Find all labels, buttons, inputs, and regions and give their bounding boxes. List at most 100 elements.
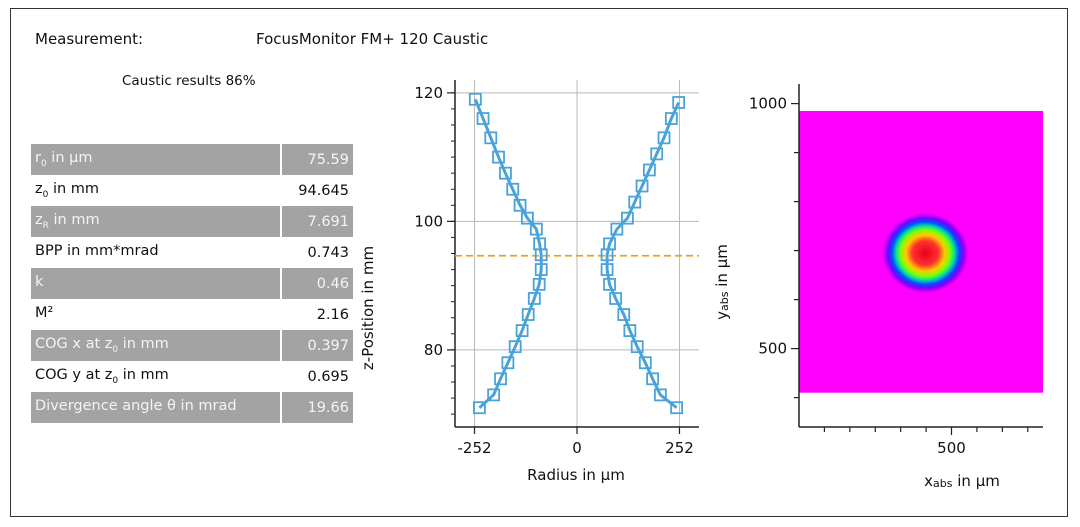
result-value: 2.16 <box>281 299 353 330</box>
caustic-point <box>617 308 631 321</box>
caustic-y-axis-label: z-Position in mm <box>360 246 377 370</box>
caustic-point <box>664 112 678 125</box>
result-label-rest: in µm <box>46 150 93 167</box>
beam-spot <box>882 213 969 294</box>
results-row: r0 in µm 75.59 <box>31 144 353 175</box>
result-label-main: COG y at z <box>35 367 113 384</box>
result-label-rest: in mm <box>118 367 169 384</box>
caustic-chart: 80 100 120 -252 0 252 Radius in µm z-Position… <box>360 80 699 484</box>
result-label: BPP in mm*mrad <box>31 237 282 268</box>
result-label-main: z <box>35 181 43 198</box>
caustic-point <box>621 211 634 225</box>
caustic-point <box>501 356 515 370</box>
result-label-rest: in mm <box>48 181 100 198</box>
caustic-point <box>642 163 656 177</box>
caustic-point <box>520 211 534 225</box>
results-row: zR in mm 7.691 <box>31 206 353 237</box>
result-label-sub: R <box>42 220 49 231</box>
caustic-x-axis-label: Radius in µm <box>527 466 625 484</box>
caustic-point <box>508 340 522 354</box>
caustic-point <box>499 166 512 180</box>
result-value: 19.66 <box>281 392 353 423</box>
result-value: 0.695 <box>281 361 353 392</box>
caustic-point <box>628 195 642 209</box>
caustic-point <box>487 388 501 402</box>
results-row: COG y at z0 in mm 0.695 <box>31 361 353 392</box>
beam-x-axis-label: xabs in µm <box>924 472 1000 490</box>
result-label: COG y at z0 in mm <box>31 361 282 392</box>
result-value: 75.59 <box>281 144 353 175</box>
result-value: 0.46 <box>281 268 353 299</box>
beam-y-tick-label: 1000 <box>749 95 787 113</box>
result-label-main: r <box>35 150 41 167</box>
caustic-point <box>600 263 614 276</box>
beam-y-tick-label: 500 <box>758 340 787 358</box>
caustic-y-tick-label: 120 <box>414 84 443 102</box>
caustic-point <box>494 372 507 386</box>
results-row: z0 in mm 94.645 <box>31 175 353 206</box>
caustic-y-tick-label: 80 <box>424 341 443 359</box>
result-label-main: z <box>35 212 43 229</box>
caustic-point <box>603 277 616 291</box>
caustic-results-title: Caustic results 86% <box>122 73 256 89</box>
report-frame <box>10 8 1068 517</box>
caustic-point <box>521 308 535 321</box>
result-label: z0 in mm <box>31 175 282 206</box>
caustic-y-tick-label: 100 <box>414 212 443 230</box>
caustic-point <box>468 92 482 106</box>
caustic-point <box>657 131 671 145</box>
result-label-main: COG x at z <box>35 336 113 353</box>
caustic-point <box>650 147 664 161</box>
caustic-point <box>529 222 543 236</box>
results-row: BPP in mm*mrad 0.743 <box>31 237 353 268</box>
caustic-point <box>484 131 498 145</box>
caustic-point <box>609 292 623 305</box>
caustic-point <box>515 324 529 338</box>
caustic-point <box>610 222 624 236</box>
beam-y-axis-label: yabs in µm <box>713 244 731 320</box>
result-label: Divergence angle θ in mrad <box>31 392 282 423</box>
results-table: r0 in µm 75.59 z0 in mm 94.645 zR in mm 7.691… <box>31 144 353 423</box>
results-row: COG x at z0 in mm 0.397 <box>31 330 353 361</box>
caustic-point <box>534 263 548 276</box>
result-value: 7.691 <box>281 206 353 237</box>
results-row: M² 2.16 <box>31 299 353 330</box>
caustic-point <box>527 292 541 305</box>
caustic-point <box>646 372 660 386</box>
result-label-main: Divergence angle θ in mrad <box>35 398 237 415</box>
caustic-point <box>635 179 649 193</box>
results-row: k 0.46 <box>31 268 353 299</box>
caustic-point <box>630 340 644 354</box>
measurement-label: Measurement: <box>35 30 144 48</box>
caustic-point <box>476 112 490 125</box>
caustic-x-tick-label: -252 <box>457 439 491 457</box>
result-label: r0 in µm <box>31 144 282 175</box>
result-label-rest: in mm <box>118 336 169 353</box>
caustic-point <box>492 150 505 164</box>
caustic-point <box>532 277 546 291</box>
caustic-x-tick-label: 252 <box>665 439 694 457</box>
caustic-point <box>473 401 486 415</box>
result-label-sub: 0 <box>40 158 47 169</box>
caustic-point <box>672 96 686 109</box>
caustic-point <box>513 198 527 212</box>
result-label-sub: 0 <box>112 375 119 386</box>
result-label-main: BPP in mm*mrad <box>35 243 159 260</box>
result-label-main: k <box>35 274 44 291</box>
result-label: zR in mm <box>31 206 282 237</box>
caustic-point <box>638 356 652 370</box>
result-value: 94.645 <box>281 175 353 206</box>
result-value: 0.743 <box>281 237 353 268</box>
caustic-point <box>534 248 548 262</box>
result-label: COG x at z0 in mm <box>31 330 282 361</box>
result-label: M² <box>31 299 282 330</box>
caustic-point <box>506 182 520 196</box>
caustic-point <box>623 324 637 338</box>
measurement-value: FocusMonitor FM+ 120 Caustic <box>256 30 489 48</box>
caustic-fit-line <box>473 98 543 409</box>
result-label-main: M² <box>35 305 54 322</box>
result-value: 0.397 <box>281 330 353 361</box>
result-label-rest: in mm <box>48 212 100 229</box>
caustic-point <box>653 388 667 402</box>
caustic-point <box>600 248 614 262</box>
